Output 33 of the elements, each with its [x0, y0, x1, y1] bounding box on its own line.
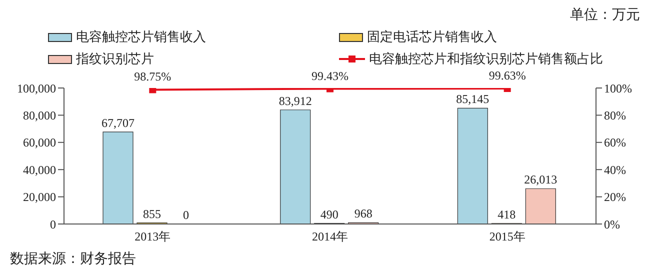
- data-label: 968: [354, 206, 372, 221]
- data-label: 98.75%: [134, 70, 172, 84]
- data-label: 85,145: [456, 92, 490, 106]
- y2-tick-label: 0%: [604, 217, 620, 232]
- y2-tick-label: 60%: [604, 136, 626, 150]
- y2-tick-label: 100%: [604, 81, 632, 96]
- data-label: 855: [143, 206, 162, 221]
- data-label: 418: [498, 207, 516, 222]
- data-label: 83,912: [278, 94, 312, 108]
- y2-tick-label: 80%: [604, 108, 626, 122]
- text: 单位：万元: [569, 6, 641, 25]
- y2-tick-label: 20%: [604, 190, 626, 204]
- y-tick-label: 40,000: [23, 162, 56, 177]
- data-label: 99.43%: [312, 68, 348, 83]
- legend-label: 电容触控芯片和指纹识别芯片销售额占比: [369, 50, 603, 68]
- legend-label: 固定电话芯片销售收入: [367, 28, 497, 46]
- source-note: 数据来源：财务报告: [9, 250, 137, 268]
- x-tick-label: 2015年: [489, 230, 526, 244]
- y-tick-label: 0: [50, 217, 56, 232]
- data-label: 0: [183, 208, 190, 222]
- y2-tick-label: 40%: [604, 162, 626, 177]
- data-label: 26,013: [524, 172, 558, 187]
- y-tick-label: 100,000: [17, 81, 56, 96]
- x-tick-label: 2013年: [134, 230, 171, 244]
- y-tick-label: 80,000: [23, 108, 56, 122]
- data-label: 99.63%: [488, 68, 526, 83]
- data-label: 490: [320, 207, 338, 222]
- data-label: 67,707: [102, 116, 135, 130]
- legend-label: 指纹识别芯片: [76, 50, 154, 68]
- y-tick-label: 20,000: [23, 190, 56, 204]
- legend-label: 电容触控芯片销售收入: [76, 28, 206, 46]
- y-tick-label: 60,000: [23, 136, 56, 150]
- x-tick-label: 2014年: [312, 230, 348, 244]
